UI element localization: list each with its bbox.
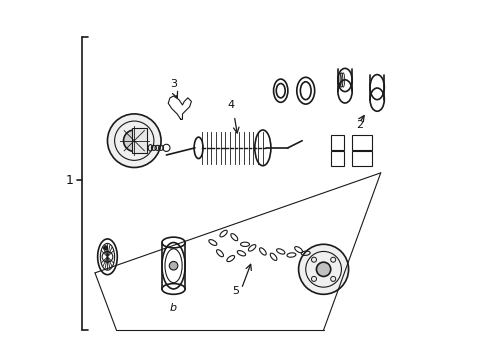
Circle shape <box>107 114 161 167</box>
Circle shape <box>123 130 145 152</box>
Text: b: b <box>170 303 177 313</box>
Text: 4: 4 <box>227 100 234 111</box>
Text: 3: 3 <box>170 79 177 89</box>
Bar <box>331 135 344 150</box>
Text: 1: 1 <box>66 174 74 186</box>
Circle shape <box>317 262 331 276</box>
Circle shape <box>103 246 108 250</box>
Bar <box>352 135 372 150</box>
Circle shape <box>169 261 178 270</box>
Circle shape <box>298 244 348 294</box>
Bar <box>331 152 344 166</box>
Text: 2: 2 <box>356 120 363 130</box>
Bar <box>132 128 147 153</box>
Bar <box>352 152 372 166</box>
Text: 5: 5 <box>233 286 240 296</box>
